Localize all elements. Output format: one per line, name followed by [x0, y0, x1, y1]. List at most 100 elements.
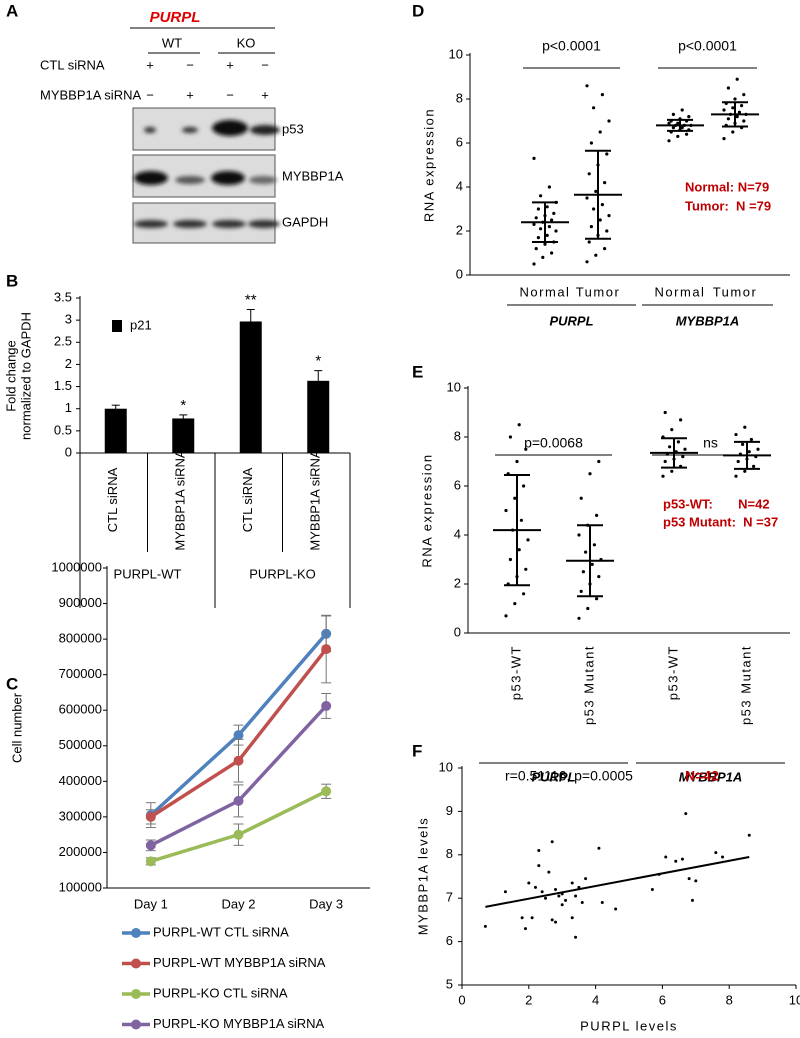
annotation: p53 Mutant: N =37 — [663, 514, 778, 529]
panel-label: F — [412, 741, 422, 760]
y-tick-label: 200000 — [59, 844, 102, 859]
data-point — [749, 437, 754, 442]
data-point — [589, 225, 594, 229]
y-tick-label: 8 — [456, 90, 463, 105]
data-point — [681, 455, 685, 459]
y-tick-label: 1000000 — [51, 559, 102, 574]
comparison-label: p<0.0001 — [542, 38, 601, 54]
y-tick-label: 2.5 — [54, 334, 72, 349]
data-point — [670, 469, 674, 473]
data-point — [537, 864, 541, 868]
annotation: p53-WT: N=42 — [663, 496, 770, 511]
data-point — [597, 575, 601, 579]
data-point — [537, 848, 541, 852]
data-point — [554, 229, 558, 233]
data-point — [532, 222, 536, 226]
protein-label: GAPDH — [282, 214, 328, 229]
data-point — [587, 240, 591, 244]
data-point — [524, 567, 528, 571]
data-point — [595, 597, 599, 601]
y-tick-label: 10 — [439, 759, 453, 774]
panel-label: E — [412, 362, 423, 381]
sign: − — [186, 57, 194, 72]
sign: − — [146, 87, 154, 102]
point — [321, 700, 332, 711]
x-tick-label: 0 — [458, 992, 465, 1007]
y-tick-label: 600000 — [59, 702, 102, 717]
data-point — [595, 513, 599, 518]
data-point — [741, 442, 745, 446]
y-tick-label: 9 — [446, 803, 453, 818]
data-point — [541, 255, 545, 259]
data-point — [679, 418, 683, 422]
data-point — [557, 894, 561, 898]
data-point — [743, 425, 747, 429]
data-point — [740, 104, 744, 108]
significance: ** — [245, 291, 257, 308]
panel-label: A — [6, 1, 18, 20]
annotation: Normal: N=79 — [685, 179, 769, 194]
legend-label: PURPL-WT MYBBP1A siRNA — [153, 955, 326, 970]
legend-label: p21 — [130, 317, 152, 332]
data-point — [671, 112, 676, 116]
comparison-label: p<0.0001 — [678, 38, 737, 54]
data-point — [598, 218, 602, 222]
legend-marker — [131, 989, 141, 999]
y-tick-label: 5 — [446, 976, 453, 991]
data-point — [560, 903, 564, 907]
data-point — [603, 247, 607, 251]
category-label: MYBBP1A siRNA — [173, 449, 188, 550]
data-point — [687, 115, 691, 119]
data-point — [680, 857, 684, 861]
fit-line — [485, 855, 750, 908]
legend-marker — [131, 928, 141, 938]
data-point — [588, 472, 592, 476]
data-point — [530, 916, 534, 920]
treatment-label: MYBBP1A siRNA — [40, 87, 141, 102]
data-point — [736, 459, 740, 464]
data-point — [536, 236, 541, 240]
data-point — [742, 93, 746, 97]
data-point — [605, 229, 609, 233]
data-point — [600, 203, 605, 207]
point — [233, 795, 244, 806]
category-label: p53 Mutant — [581, 645, 596, 725]
panel-label: C — [6, 674, 18, 693]
data-point — [543, 242, 547, 246]
data-point — [540, 890, 544, 894]
data-point — [564, 898, 568, 902]
sign: + — [186, 87, 194, 102]
data-point — [517, 548, 521, 552]
y-tick-label: 0 — [456, 266, 463, 281]
point — [321, 786, 332, 797]
data-point — [539, 227, 543, 231]
y-axis-label: RNA expression — [419, 453, 434, 567]
x-tick-label: Day 1 — [134, 896, 168, 911]
data-point — [581, 570, 586, 574]
legend-marker — [131, 1019, 141, 1030]
sign: + — [226, 57, 234, 72]
data-point — [597, 846, 601, 850]
category-label: p53-WT — [665, 645, 680, 700]
data-point — [674, 859, 678, 863]
data-point — [517, 423, 521, 427]
data-point — [584, 877, 588, 881]
y-tick-label: 2 — [454, 575, 461, 590]
bar — [307, 380, 330, 453]
y-tick-label: 8 — [446, 846, 453, 861]
data-point — [515, 459, 519, 464]
x-tick-label: Day 2 — [222, 896, 256, 911]
x-tick-label: Day 3 — [309, 896, 343, 911]
bar — [104, 408, 127, 453]
y-tick-label: 0 — [65, 444, 72, 459]
x-tick-label: 8 — [726, 992, 733, 1007]
data-point — [690, 898, 694, 902]
y-axis-label: Cell number — [9, 692, 24, 763]
y-tick-label: 2 — [456, 222, 463, 237]
data-point — [742, 119, 746, 123]
data-point — [554, 888, 558, 892]
data-point — [605, 152, 609, 156]
data-point — [592, 207, 596, 211]
data-point — [592, 543, 597, 547]
data-point — [579, 496, 583, 500]
